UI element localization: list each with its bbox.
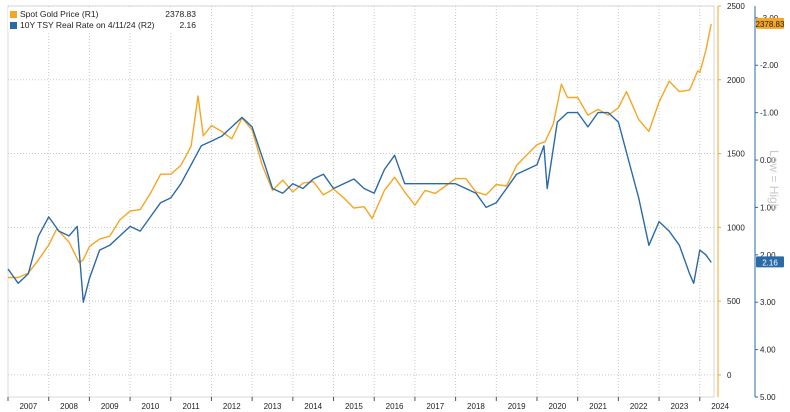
x-tick-label: 2016 [386, 402, 404, 411]
last-value-badge-text: 2378.83 [756, 20, 785, 29]
y-right-tick-label: 0.00 [760, 156, 776, 165]
legend-swatch-real-rate [10, 22, 17, 29]
legend-entry-real-rate: 10Y TSY Real Rate on 4/11/24 (R2) 2.16 [10, 20, 196, 31]
y-left-tick-label: 1000 [727, 223, 745, 232]
y-left-tick-label: 0 [727, 371, 732, 380]
legend-label-gold: Spot Gold Price (R1) [20, 9, 99, 19]
series-line-gold [8, 23, 712, 279]
x-tick-label: 2008 [60, 402, 78, 411]
x-tick-label: 2024 [711, 402, 729, 411]
y-right-tick-label: 4.00 [760, 346, 776, 355]
x-tick-label: 2017 [426, 402, 444, 411]
x-tick-label: 2021 [589, 402, 607, 411]
series-lines [7, 23, 712, 303]
x-tick-label: 2014 [304, 402, 322, 411]
x-tick-label: 2009 [101, 402, 119, 411]
x-tick-label: 2015 [345, 402, 363, 411]
legend: Spot Gold Price (R1) 2378.83 10Y TSY Rea… [8, 8, 198, 32]
grid [7, 5, 715, 398]
plot-frame [7, 5, 715, 398]
y-left-tick-label: 1500 [727, 150, 745, 159]
y-right-tick-label: -1.00 [760, 109, 779, 118]
series-line-real-rate [7, 111, 712, 303]
legend-value-gold: 2378.83 [165, 9, 196, 19]
x-tick-label: 2023 [671, 402, 689, 411]
y-left-tick-label: 500 [727, 297, 741, 306]
y-left-tick-label: 2500 [727, 2, 745, 11]
x-tick-label: 2019 [508, 402, 526, 411]
y-right-tick-label: -2.00 [760, 61, 779, 70]
last-value-badge-gold [756, 17, 784, 29]
x-tick-label: 2022 [630, 402, 648, 411]
y-right-tick-label: 2.00 [760, 251, 776, 260]
y-right-tick-label: 1.00 [760, 203, 776, 212]
y-right-tick-label: 5.00 [760, 393, 776, 402]
x-tick-label: 2011 [183, 402, 201, 411]
last-value-badges: 2378.83 2.16 [756, 17, 785, 268]
x-tick-label: 2020 [548, 402, 566, 411]
x-tick-label: 2007 [19, 402, 37, 411]
y-right-axis-title: Low = High [767, 150, 781, 210]
last-value-badge-text: 2.16 [762, 258, 778, 267]
x-tick-label: 2018 [467, 402, 485, 411]
legend-entry-gold: Spot Gold Price (R1) 2378.83 [10, 9, 196, 20]
x-tick-label: 2013 [264, 402, 282, 411]
axes: 2007 2008 2009 2010 2011 2012 2013 2014 2015 2016… [7, 2, 781, 411]
legend-swatch-gold [10, 11, 17, 18]
last-value-badge-real-rate [756, 256, 784, 268]
legend-value-real-rate: 2.16 [179, 20, 196, 30]
y-right-tick-label: 3.00 [760, 298, 776, 307]
legend-label-real-rate: 10Y TSY Real Rate on 4/11/24 (R2) [20, 20, 155, 30]
y-left-tick-label: 2000 [727, 76, 745, 85]
x-tick-label: 2010 [142, 402, 160, 411]
x-tick-label: 2012 [223, 402, 241, 411]
